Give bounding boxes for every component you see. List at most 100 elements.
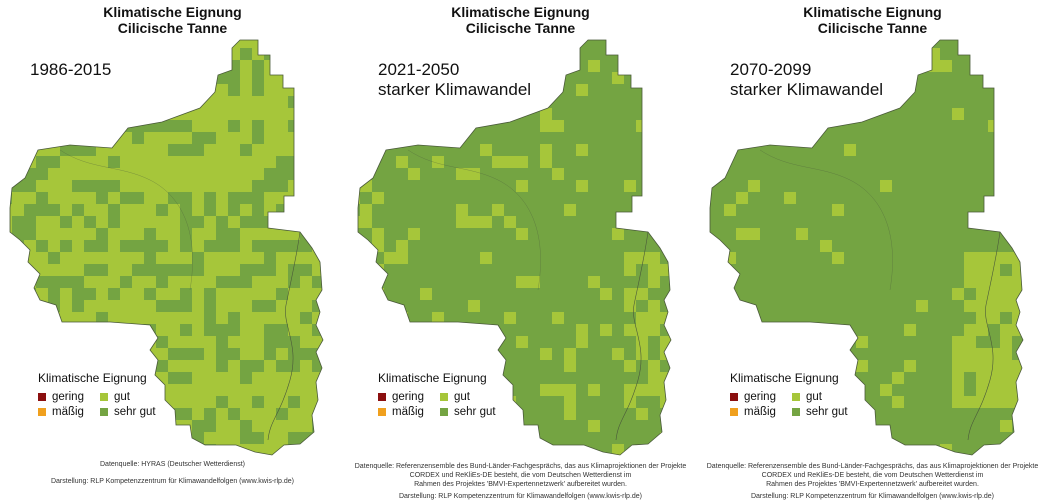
credit-line: CORDEX und ReKliEs-DE besteht, die vom D…	[761, 472, 984, 479]
map-cell	[144, 324, 156, 336]
map-cell	[96, 120, 108, 132]
legend-label: gering	[744, 391, 776, 403]
map-cell	[264, 252, 276, 264]
legend-label: gering	[392, 391, 424, 403]
map-cell	[952, 360, 964, 372]
map-cell	[192, 132, 204, 144]
suitability-map	[709, 39, 1045, 456]
map-cell	[108, 288, 120, 300]
credits: Datenquelle: Referenzensemble des Bund-L…	[700, 462, 1045, 501]
map-cell	[564, 396, 576, 408]
map-cell	[988, 300, 1000, 312]
map-cell	[552, 168, 564, 180]
map-cell	[1000, 324, 1012, 336]
map-cell	[60, 444, 72, 455]
map-cell	[576, 180, 588, 192]
map-cell	[120, 444, 132, 455]
map-cell	[228, 192, 240, 204]
map-cell	[564, 204, 576, 216]
map-cell	[240, 372, 252, 384]
map-cell	[576, 144, 588, 156]
map-cell	[672, 360, 684, 372]
map-cell	[1012, 312, 1023, 324]
map-cell	[180, 240, 192, 252]
map-cell	[684, 432, 693, 444]
legend-item-gering: gering	[730, 390, 792, 404]
map-cell	[420, 288, 432, 300]
map-cell	[636, 252, 648, 264]
map-cell	[36, 108, 48, 120]
map-cell	[108, 40, 120, 48]
state-border	[709, 39, 1024, 456]
map-cell	[288, 264, 300, 276]
map-cell	[1024, 384, 1036, 396]
map-cell	[312, 276, 323, 288]
map-cell	[672, 276, 684, 288]
map-cell	[228, 408, 240, 420]
map-cell	[132, 240, 144, 252]
map-cell	[324, 444, 336, 456]
map-cell	[84, 240, 96, 252]
map-cell	[892, 60, 904, 72]
map-cell	[180, 216, 192, 228]
map-cell	[312, 228, 323, 240]
map-cell	[10, 408, 12, 420]
map-cell	[988, 384, 1000, 396]
map-cell	[312, 168, 323, 180]
panel-title: Klimatische Eignung Cilicische Tanne	[348, 4, 693, 36]
map-cell	[988, 252, 1000, 264]
map-cell	[228, 204, 240, 216]
map-cell	[672, 60, 684, 72]
map-cell	[84, 84, 96, 96]
map-cell	[480, 252, 492, 264]
map-cell	[132, 132, 144, 144]
map-panel-2021-2050: Klimatische Eignung Cilicische Tanne 202…	[348, 0, 693, 500]
state-border	[9, 39, 324, 456]
map-cell	[360, 216, 372, 228]
legend-item-sehr-gut: sehr gut	[100, 405, 190, 419]
map-cell	[880, 384, 892, 396]
credit-line: Rahmen des Projektes 'BMVI-Expertennetzw…	[414, 481, 627, 488]
map-cell	[1012, 264, 1023, 276]
panel-title-line2: Cilicische Tanne	[465, 20, 576, 36]
map-cell	[264, 300, 276, 312]
map-cell	[12, 288, 24, 300]
map-cell	[288, 60, 300, 72]
map-cell	[358, 132, 360, 144]
map-cell	[312, 144, 323, 156]
legend-item-maessig: mäßig	[378, 405, 440, 419]
map-cell	[12, 180, 24, 192]
map-cell	[564, 384, 576, 396]
legend-title: Klimatische Eignung	[38, 371, 147, 385]
map-cell	[264, 336, 276, 348]
map-cell	[252, 132, 264, 144]
map-cell	[144, 108, 156, 120]
map-cell	[1012, 324, 1023, 336]
map-cell	[672, 312, 684, 324]
map-cell	[1000, 396, 1012, 408]
map-cell	[204, 204, 216, 216]
river-line	[407, 149, 541, 291]
map-cell	[1000, 384, 1012, 396]
map-cell	[384, 312, 396, 324]
map-cell	[1036, 396, 1045, 408]
map-cell	[964, 360, 976, 372]
map-cell	[684, 324, 693, 336]
map-cell	[336, 228, 345, 240]
map-cell	[564, 360, 576, 372]
legend-label: mäßig	[744, 406, 776, 418]
map-cell	[516, 336, 528, 348]
map-cell	[228, 240, 240, 252]
legend-label: sehr gut	[114, 406, 156, 418]
legend-label: mäßig	[392, 406, 424, 418]
map-cell	[336, 312, 345, 324]
map-cell	[228, 312, 240, 324]
map-cell	[432, 312, 444, 324]
map-cell	[216, 360, 228, 372]
map-cell	[1024, 252, 1036, 264]
map-cell	[216, 324, 228, 336]
map-cell	[358, 264, 360, 276]
map-cell	[276, 288, 288, 300]
map-cell	[312, 432, 323, 444]
map-cell	[408, 324, 420, 336]
